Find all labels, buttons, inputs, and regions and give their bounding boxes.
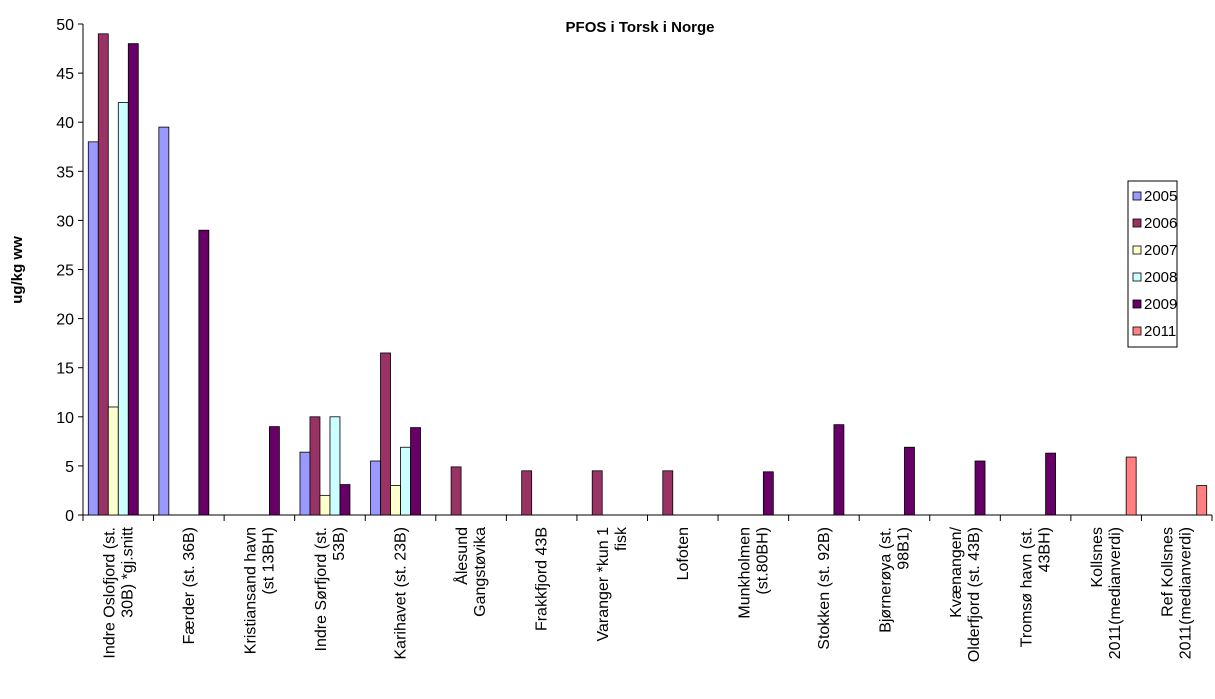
legend-label: 2009: [1144, 296, 1177, 313]
x-tick-label-line: 43BH): [1037, 527, 1054, 572]
bar: [370, 460, 381, 516]
x-tick-label-line: Ålesund: [452, 527, 471, 585]
y-tick-label: 10: [56, 410, 74, 427]
x-tick-label-line: Indre Oslofjord (st.: [101, 527, 118, 659]
y-tick-label: 5: [65, 459, 74, 476]
x-tick-label-line: fisk: [613, 526, 630, 551]
bar: [339, 484, 351, 516]
bar: [107, 406, 119, 516]
x-tick-label-line: Færder (st. 36B): [181, 527, 198, 644]
x-tick-label-line: Kollsnes: [1089, 527, 1106, 587]
legend-swatch: [1132, 299, 1142, 309]
x-tick-label: Lofoten: [675, 527, 692, 580]
bar: [319, 494, 331, 516]
bar: [904, 446, 915, 516]
y-tick-label: 20: [56, 312, 74, 329]
x-tick-label-line: Kristiansand havn: [242, 527, 259, 654]
x-tick-label-line: Varanger *kun 1: [595, 527, 612, 642]
legend-label: 2011: [1144, 323, 1176, 340]
y-tick-label: 15: [56, 361, 74, 378]
x-tick-label-line: Olderfjord (st. 43B): [966, 527, 983, 662]
x-tick-label-line: 2011(medianverdi): [1178, 527, 1195, 659]
bar: [833, 424, 845, 516]
bar: [762, 471, 774, 516]
x-tick-label: Bjørnerøya (st.98B1): [877, 527, 912, 633]
bar: [591, 470, 603, 516]
x-tick-label: Færder (st. 36B): [181, 527, 198, 644]
legend-swatch: [1132, 191, 1142, 201]
x-tick-label-line: Stokken (st. 92B): [816, 527, 833, 650]
x-tick-label: Ref Kollsnes2011(medianverdi): [1160, 527, 1195, 659]
x-tick-label: Karihavet (st. 23B): [393, 527, 410, 660]
bar: [1045, 452, 1056, 516]
x-tick-label-line: Gangstøvika: [472, 527, 489, 617]
bar: [329, 416, 341, 516]
bar: [662, 470, 674, 516]
x-tick-label-line: 30B) *gj.snitt: [119, 526, 136, 617]
bar: [380, 352, 391, 516]
x-tick-label-line: Bjørnerøya (st.: [877, 527, 894, 633]
bar: [450, 466, 462, 516]
bar: [158, 126, 170, 516]
x-tick-label: Munkholmen(st.80BH): [736, 527, 771, 619]
x-tick-label-line: 98B1): [895, 527, 912, 570]
legend-swatch: [1132, 272, 1142, 282]
bar: [390, 485, 401, 516]
x-tick-label: Stokken (st. 92B): [816, 527, 833, 650]
x-tick-label-line: Frakkfjord 43B: [534, 527, 551, 631]
x-tick-label-line: (st 13BH): [260, 527, 277, 595]
x-tick-label-line: Ref Kollsnes: [1160, 527, 1177, 617]
bar: [127, 43, 139, 516]
bar: [410, 427, 421, 516]
x-tick-label: Tromsø havn (st.43BH): [1019, 527, 1054, 647]
x-tick-label: Kvænangen/Olderfjord (st. 43B): [948, 526, 983, 662]
y-axis-label: ug/kg ww: [9, 236, 26, 304]
x-tick-label-line: 53B): [331, 527, 348, 561]
x-tick-label: Varanger *kun 1fisk: [595, 526, 630, 641]
x-tick-label-line: Kvænangen/: [948, 526, 965, 617]
x-tick-label-line: Lofoten: [675, 527, 692, 580]
x-tick-label: ÅlesundGangstøvika: [452, 527, 489, 617]
bar: [97, 33, 109, 516]
bar: [400, 446, 411, 516]
chart-title: PFOS i Torsk i Norge: [566, 19, 715, 36]
bar: [117, 102, 129, 516]
y-tick-label: 45: [56, 66, 74, 83]
x-tick-label: Kollsnes2011(medianverdi): [1089, 527, 1124, 659]
bar: [974, 460, 986, 516]
x-tick-label: Kristiansand havn(st 13BH): [242, 527, 277, 654]
bar: [521, 470, 533, 516]
x-tick-label-line: (st.80BH): [754, 527, 771, 595]
y-tick-label: 30: [56, 213, 74, 230]
x-tick-label: Indre Oslofjord (st.30B) *gj.snitt: [101, 526, 136, 658]
legend-swatch: [1132, 245, 1142, 255]
x-tick-label-line: Tromsø havn (st.: [1019, 527, 1036, 647]
y-tick-label: 0: [65, 508, 74, 525]
legend-label: 2006: [1144, 215, 1177, 232]
bar: [1125, 456, 1137, 516]
legend-label: 2007: [1144, 242, 1177, 259]
y-tick-label: 50: [56, 17, 74, 34]
x-tick-label: Indre Sørfjord (st.53B): [313, 527, 348, 651]
x-tick-label-line: Indre Sørfjord (st.: [313, 527, 330, 651]
legend-box: [1127, 180, 1178, 348]
bar: [269, 426, 280, 516]
y-tick-label: 40: [56, 115, 74, 132]
y-tick-label: 25: [56, 263, 74, 280]
legend-label: 2008: [1144, 269, 1177, 286]
legend-label: 2005: [1144, 188, 1177, 205]
legend-swatch: [1132, 218, 1142, 228]
bar: [87, 141, 99, 516]
x-tick-label-line: 2011(medianverdi): [1107, 527, 1124, 659]
x-tick-label-line: Munkholmen: [736, 527, 753, 619]
x-tick-label-line: Karihavet (st. 23B): [393, 527, 410, 660]
legend-swatch: [1132, 326, 1142, 336]
x-tick-label: Frakkfjord 43B: [534, 527, 551, 631]
bar: [299, 451, 311, 516]
bar: [1196, 485, 1208, 516]
bar: [198, 229, 210, 516]
bar: [309, 416, 321, 516]
y-tick-label: 35: [56, 164, 74, 181]
